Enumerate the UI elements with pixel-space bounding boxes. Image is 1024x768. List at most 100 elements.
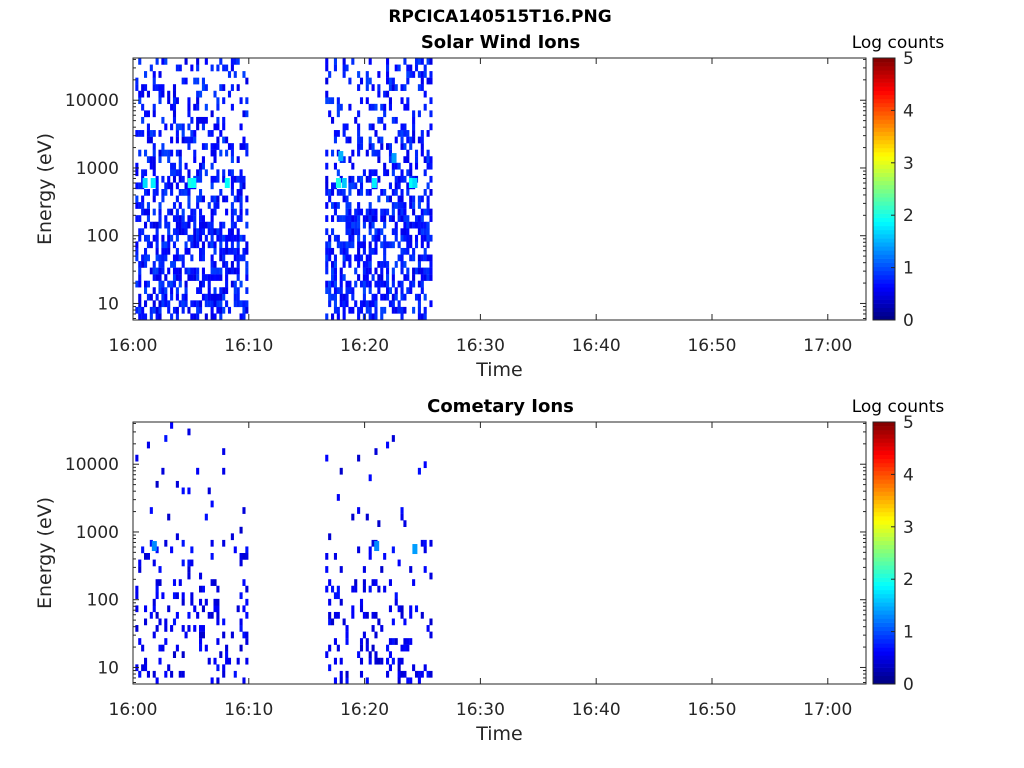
colorbar-segment: [873, 131, 895, 137]
heatmap-cell: [172, 267, 177, 275]
heatmap-cell: [199, 572, 203, 580]
heatmap-cell: [222, 306, 226, 314]
heatmap-cell: [222, 448, 226, 455]
heatmap-cell: [336, 611, 340, 619]
colorbar-segment: [873, 679, 895, 685]
heatmap-cell: [245, 149, 249, 157]
colorbar-segment: [873, 119, 895, 124]
heatmap-cell: [219, 293, 223, 301]
heatmap-cell: [351, 162, 355, 170]
heatmap-cell: [336, 287, 340, 294]
heatmap-cell: [362, 221, 366, 229]
heatmap-cell: [225, 149, 229, 157]
heatmap-cell: [210, 254, 214, 262]
heatmap-cell: [158, 130, 162, 137]
heatmap-cell: [141, 306, 145, 314]
heatmap-cell: [357, 136, 361, 144]
heatmap-cell: [170, 625, 174, 632]
heatmap-cell: [400, 507, 404, 514]
heatmap-cell: [181, 306, 185, 314]
heatmap-cell: [178, 162, 182, 170]
heatmap-cell: [380, 136, 384, 144]
heatmap-cell: [210, 110, 214, 118]
colorbar-segment: [873, 483, 895, 488]
heatmap-cell: [342, 241, 346, 249]
heatmap-cell: [144, 149, 148, 157]
heatmap-cell: [210, 241, 214, 249]
heatmap-cell: [365, 677, 369, 685]
heatmap-cell: [146, 280, 150, 288]
heatmap-cell: [397, 208, 401, 216]
heatmap-cell: [172, 241, 177, 249]
heatmap-cell: [351, 611, 355, 619]
heatmap-cell: [144, 221, 148, 229]
colorbar-segment: [873, 430, 895, 435]
heatmap-cell: [423, 461, 427, 469]
heatmap-cell: [172, 169, 177, 177]
heatmap-cell: [388, 287, 392, 294]
heatmap-cell: [331, 182, 335, 190]
heatmap-cell: [406, 189, 410, 196]
heatmap-cell: [386, 143, 390, 150]
heatmap-cell: [225, 274, 229, 281]
heatmap-cell: [400, 202, 404, 209]
heatmap-cell: [152, 169, 156, 177]
heatmap-cell: [155, 579, 159, 586]
heatmap-cell: [348, 77, 352, 85]
heatmap-cell: [141, 644, 145, 652]
heatmap-cell: [216, 611, 220, 619]
heatmap-cell: [357, 546, 361, 554]
heatmap-cell: [380, 267, 384, 275]
heatmap-cell: [403, 143, 407, 150]
heatmap-cell: [175, 136, 179, 144]
heatmap-cell: [336, 592, 340, 600]
heatmap-cell: [141, 116, 145, 124]
colorbar-segment: [873, 544, 895, 550]
heatmap-cell: [368, 546, 372, 554]
heatmap-cell: [219, 267, 223, 275]
heatmap-cell: [333, 254, 337, 262]
heatmap-cell: [397, 130, 401, 137]
heatmap-cell: [219, 306, 223, 314]
heatmap-cell: [164, 241, 168, 249]
colorbar-segment: [873, 70, 895, 75]
heatmap-cell: [230, 261, 234, 268]
heatmap-cell: [222, 136, 226, 144]
heatmap-cell: [403, 103, 407, 111]
heatmap-cell: [357, 247, 361, 255]
heatmap-cell: [164, 625, 168, 632]
heatmap-cell: [190, 116, 194, 124]
heatmap-cell: [158, 618, 162, 626]
heatmap-cell: [187, 169, 191, 177]
heatmap-cell: [233, 175, 237, 183]
heatmap-cell: [201, 274, 205, 281]
heatmap-cell: [328, 664, 332, 672]
heatmap-cell: [325, 313, 329, 321]
colorbar-tick-label: 5: [903, 49, 914, 69]
colorbar-segment: [873, 557, 895, 562]
heatmap-cell: [386, 77, 390, 85]
heatmap-cell: [175, 533, 179, 541]
heatmap-cell: [386, 71, 390, 78]
heatmap-cell: [210, 64, 214, 72]
heatmap-cell: [423, 156, 427, 163]
heatmap-cell: [342, 130, 346, 137]
heatmap-cell: [184, 58, 188, 65]
colorbar-segment: [873, 111, 895, 116]
heatmap-cell: [242, 631, 246, 639]
heatmap-cell: [245, 631, 249, 639]
heatmap-cell: [377, 618, 381, 626]
heatmap-cell: [245, 598, 249, 606]
heatmap-cell: [368, 77, 372, 85]
heatmap-cell: [225, 287, 229, 294]
heatmap-cell: [345, 254, 349, 262]
heatmap-cell: [403, 293, 407, 301]
heatmap-cell: [420, 58, 424, 65]
heatmap-cell: [394, 175, 398, 183]
heatmap-cell: [351, 605, 355, 613]
colorbar-segment: [873, 274, 895, 280]
x-tick-label: 16:20: [340, 336, 389, 356]
heatmap-cell: [225, 261, 229, 268]
heatmap-cell: [170, 189, 174, 196]
